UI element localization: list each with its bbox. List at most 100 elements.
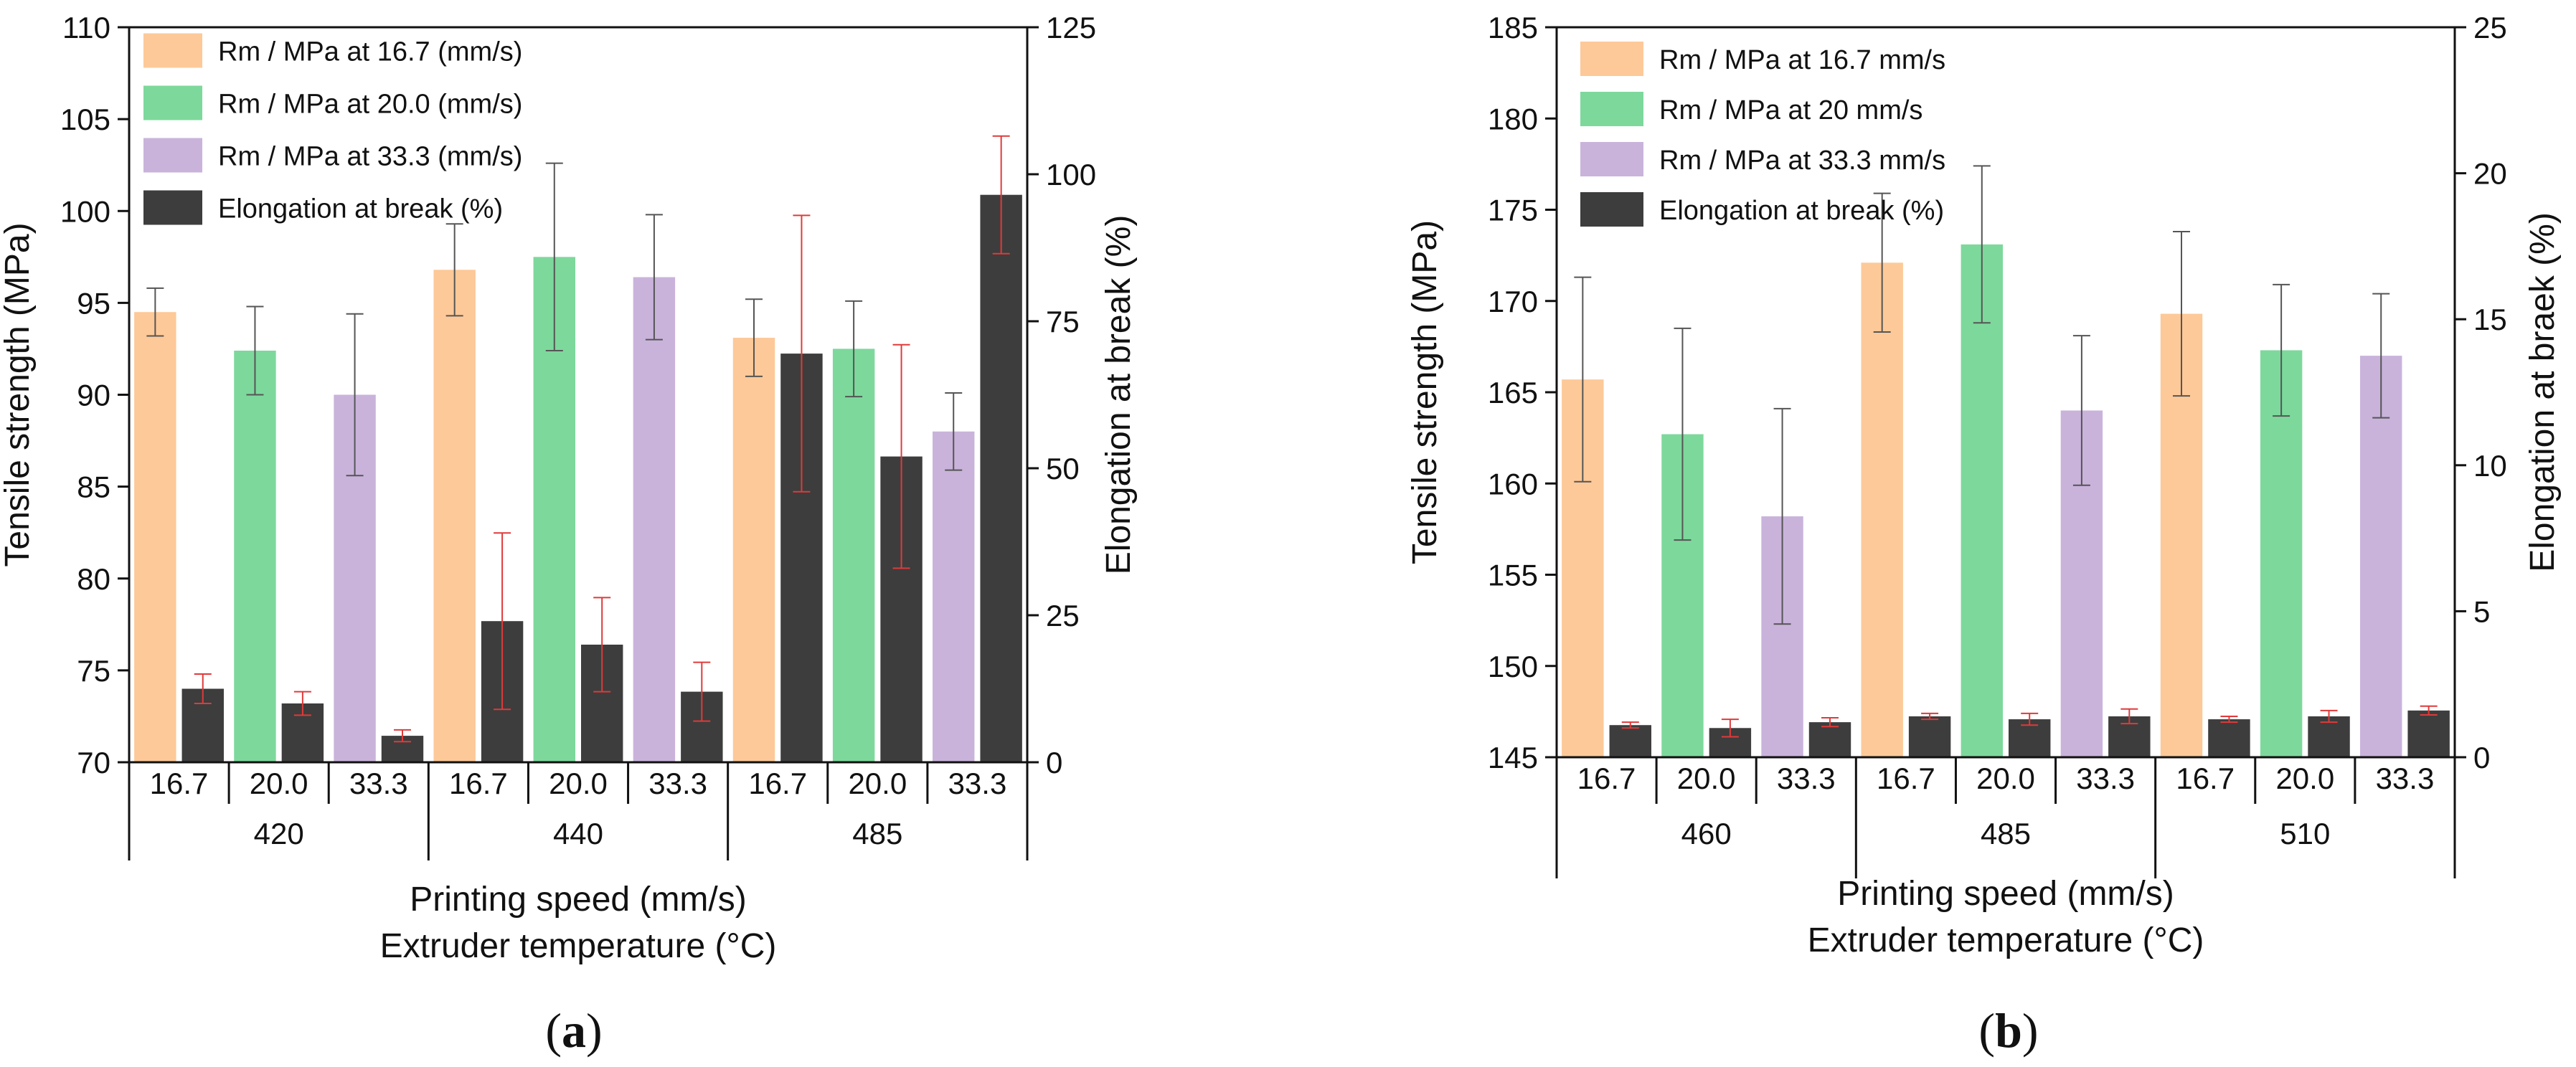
bar-rm-3 <box>1861 262 1903 757</box>
legend-label: Rm / MPa at 16.7 (mm/s) <box>218 37 522 67</box>
legend-label: Rm / MPa at 20 mm/s <box>1659 95 1922 125</box>
left-tick-label: 85 <box>77 470 110 504</box>
left-tick-label: 160 <box>1488 467 1538 501</box>
legend: Rm / MPa at 16.7 mm/s Rm / MPa at 20 mm/s… <box>1580 42 1945 227</box>
bar-rm-7 <box>832 348 875 762</box>
category-label: 20.0 <box>1677 762 1736 795</box>
y-axis-title: Tensile strength (MPa) <box>1406 220 1444 564</box>
category-label: 33.3 <box>648 767 707 800</box>
legend-swatch <box>1580 42 1643 76</box>
right-tick-label: 0 <box>1046 746 1062 779</box>
bar-rm-1 <box>234 351 276 762</box>
bar-rm-8 <box>933 431 975 762</box>
bar-rm-4 <box>1961 244 2003 758</box>
caption-paren: ) <box>2022 1003 2039 1058</box>
bar-rm-5 <box>633 277 676 762</box>
left-tick-label: 75 <box>77 654 110 688</box>
category-label: 33.3 <box>2376 762 2435 795</box>
legend-swatch <box>143 190 202 225</box>
panel-caption: (b) <box>1978 1003 2038 1058</box>
bar-elongation-8 <box>980 194 1022 762</box>
right-tick-label: 50 <box>1046 452 1080 485</box>
bar-elongation-8 <box>2407 710 2450 757</box>
category-label: 33.3 <box>2076 762 2135 795</box>
left-tick-label: 80 <box>77 562 110 596</box>
left-tick-label: 100 <box>60 194 110 228</box>
bar-rm-8 <box>2360 356 2402 758</box>
left-tick-label: 180 <box>1488 102 1538 136</box>
left-tick-label: 95 <box>77 286 110 320</box>
legend-swatch <box>1580 92 1643 126</box>
bar-rm-3 <box>433 270 476 762</box>
left-tick-label: 150 <box>1488 650 1538 683</box>
category-label: 16.7 <box>1577 762 1636 795</box>
category-label: 20.0 <box>250 767 308 800</box>
group-label: 460 <box>1681 817 1732 850</box>
bar-elongation-7 <box>2308 716 2350 757</box>
chart-panel-b: 145150155160165170175180185051015202516.… <box>1406 11 2562 1058</box>
legend-label: Rm / MPa at 33.3 (mm/s) <box>218 142 522 172</box>
legend-swatch <box>1580 142 1643 176</box>
group-label: 420 <box>254 817 304 850</box>
category-label: 33.3 <box>349 767 408 800</box>
group-label: 485 <box>1981 817 2031 850</box>
x-axis-title-2: Extruder temperature (°C) <box>1808 921 2204 959</box>
category-label: 16.7 <box>748 767 807 800</box>
right-tick-label: 25 <box>1046 599 1080 632</box>
caption-paren: ) <box>586 1003 603 1058</box>
x-axis-title: Printing speed (mm/s) <box>1837 875 2174 913</box>
y-axis-title-right: Elongation at braek (%) <box>2524 212 2562 572</box>
x-axis-title-2: Extruder temperature (°C) <box>380 927 777 965</box>
category-label: 33.3 <box>1777 762 1836 795</box>
category-label: 20.0 <box>848 767 907 800</box>
right-tick-label: 100 <box>1046 158 1096 191</box>
legend-label: Rm / MPa at 16.7 mm/s <box>1659 45 1945 75</box>
category-label: 20.0 <box>1976 762 2035 795</box>
category-label: 16.7 <box>1877 762 1935 795</box>
left-tick-label: 155 <box>1488 559 1538 592</box>
bar-elongation-0 <box>1609 725 1651 757</box>
category-label: 20.0 <box>549 767 608 800</box>
group-label: 485 <box>852 817 902 850</box>
category-label: 33.3 <box>948 767 1007 800</box>
left-tick-label: 145 <box>1488 741 1538 774</box>
legend-label: Rm / MPa at 33.3 mm/s <box>1659 146 1945 176</box>
right-tick-label: 125 <box>1046 11 1096 44</box>
legend-label: Elongation at break (%) <box>1659 196 1944 226</box>
caption-paren: ( <box>545 1003 562 1058</box>
left-tick-label: 185 <box>1488 11 1538 44</box>
panel-caption: (a) <box>545 1003 602 1058</box>
y-axis-title: Tensile strength (MPa) <box>0 222 37 566</box>
bar-rm-0 <box>134 312 176 762</box>
category-label: 16.7 <box>449 767 508 800</box>
legend-label: Rm / MPa at 20.0 (mm/s) <box>218 90 522 120</box>
bar-elongation-6 <box>2208 719 2250 757</box>
legend: Rm / MPa at 16.7 (mm/s) Rm / MPa at 20.0 … <box>143 33 522 225</box>
left-tick-label: 165 <box>1488 376 1538 409</box>
right-tick-label: 25 <box>2473 11 2507 44</box>
bar-rm-7 <box>2260 350 2303 758</box>
y-axis-title-right: Elongation at break (%) <box>1100 215 1138 575</box>
left-tick-label: 105 <box>60 103 110 136</box>
bar-elongation-2 <box>1808 722 1851 757</box>
category-label: 16.7 <box>2176 762 2235 795</box>
legend-swatch <box>143 85 202 120</box>
right-tick-label: 20 <box>2473 157 2507 191</box>
right-tick-label: 0 <box>2473 741 2490 774</box>
bar-rm-6 <box>732 338 775 762</box>
group-label: 440 <box>553 817 603 850</box>
left-tick-label: 170 <box>1488 285 1538 318</box>
group-label: 510 <box>2280 817 2330 850</box>
right-tick-label: 75 <box>1046 305 1080 338</box>
legend-swatch <box>143 138 202 173</box>
left-tick-label: 175 <box>1488 194 1538 227</box>
caption-letter: b <box>1995 1003 2022 1058</box>
caption-paren: ( <box>1978 1003 1995 1058</box>
right-tick-label: 10 <box>2473 449 2507 483</box>
chart-panel-a: 70 75 80 85 90 95 100 105 110 0 25 50 75 100 125 16.7 20… <box>0 11 1138 1058</box>
left-tick-label: 70 <box>77 746 110 779</box>
caption-letter: a <box>562 1003 586 1058</box>
category-label: 20.0 <box>2275 762 2334 795</box>
left-tick-label: 110 <box>62 11 110 44</box>
